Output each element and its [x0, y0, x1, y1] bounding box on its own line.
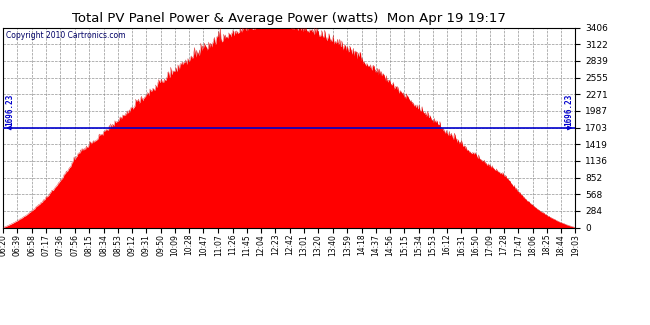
Title: Total PV Panel Power & Average Power (watts)  Mon Apr 19 19:17: Total PV Panel Power & Average Power (wa…: [72, 12, 506, 25]
Text: Copyright 2010 Cartronics.com: Copyright 2010 Cartronics.com: [6, 31, 125, 40]
Text: 1696.23: 1696.23: [564, 93, 573, 126]
Text: 1696.23: 1696.23: [5, 93, 14, 126]
